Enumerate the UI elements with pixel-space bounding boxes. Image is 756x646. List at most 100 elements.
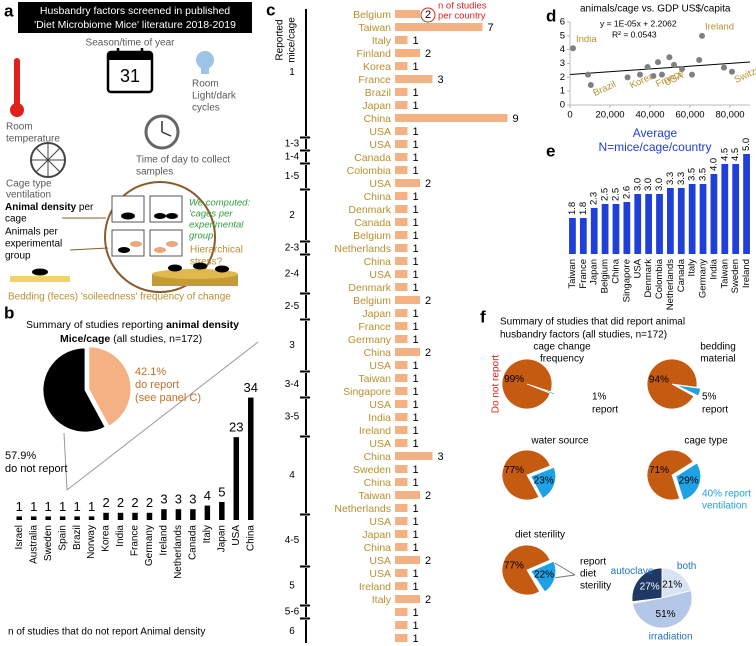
group-label: 5 (289, 581, 295, 592)
bar (395, 257, 408, 265)
bar (88, 516, 95, 520)
value-label: 3 (160, 492, 167, 507)
bar (146, 512, 153, 520)
bar (395, 36, 408, 44)
annotation: n of studies (438, 1, 487, 12)
bar (395, 283, 408, 291)
value-label: 1 (413, 61, 419, 73)
trendline (569, 61, 751, 75)
bar (395, 88, 408, 96)
y-tick-label: Korea (363, 61, 391, 73)
y-tick-label: Denmark (348, 282, 391, 294)
bar (395, 205, 408, 213)
value-label: 1 (413, 100, 419, 112)
value-label: 3.5 (698, 168, 709, 181)
pie-title: cage type (684, 436, 728, 447)
pie-slice (530, 384, 556, 396)
x-tick-label: Italy (687, 259, 698, 277)
value-label: 1 (413, 269, 419, 281)
y-tick-label: 2 (560, 72, 565, 83)
group-label: 2-5 (285, 301, 300, 312)
panel-letter: e (546, 141, 555, 160)
x-tick-label: Australia (28, 525, 39, 564)
bar (395, 452, 433, 460)
value-label: 1 (413, 230, 419, 242)
y-tick-label: Finland (357, 48, 392, 60)
x-axis-label: n of studies that do not report Animal d… (8, 627, 205, 638)
bar (677, 188, 685, 254)
bar (395, 478, 408, 486)
label: Animals per (5, 227, 58, 238)
group-label: 2-4 (285, 269, 300, 280)
y-axis-label: Reported (275, 19, 286, 60)
value-label: 3.0 (654, 178, 665, 191)
panel-letter: a (4, 1, 14, 20)
y-tick-label: Canada (354, 152, 391, 164)
value-label: 3 (189, 492, 196, 507)
value-label: 3 (175, 492, 182, 507)
y-tick-label: USA (369, 568, 391, 580)
x-tick-label: 20,000 (595, 110, 624, 121)
bar (395, 296, 420, 304)
value-label: 29% (679, 476, 699, 487)
value-label: 1 (413, 503, 419, 515)
y-tick-label: Ireland (359, 581, 391, 593)
x-tick-label: Denmark (643, 259, 654, 298)
x-tick-label: 40,000 (635, 110, 664, 121)
group-label: 1-4 (285, 152, 300, 163)
bar (395, 335, 408, 343)
value-label: 3 (438, 74, 444, 86)
pie-slice (501, 544, 551, 596)
value-label: 1 (413, 464, 419, 476)
x-tick-label: China (610, 258, 621, 284)
value-label: 1 (413, 542, 419, 554)
group-label: 2 (289, 210, 295, 221)
label: Light/dark (192, 91, 237, 102)
label: cage (5, 214, 27, 225)
value-label: 3.5 (687, 168, 698, 181)
value-label: 1.8 (567, 202, 578, 215)
value-label: 1 (88, 499, 95, 514)
x-tick-label: Netherlands (665, 259, 676, 310)
bar (395, 556, 420, 564)
bar (623, 202, 631, 254)
bar (395, 621, 408, 629)
annotation: experimental (189, 220, 244, 231)
bar (395, 634, 408, 642)
bar (30, 516, 37, 520)
point (655, 59, 661, 66)
x-tick-label: USA (632, 258, 643, 278)
x-tick-label: Singapore (621, 259, 632, 302)
value-label: 1 (413, 568, 419, 580)
value-label: 1 (413, 360, 419, 372)
zoom-line (66, 341, 259, 491)
y-tick-label: Taiwan (358, 22, 391, 34)
bar (59, 516, 66, 520)
y-tick-label: Sweden (353, 464, 391, 476)
bar (395, 309, 408, 317)
group-label: 3-4 (285, 379, 300, 390)
pie-slice (661, 567, 692, 599)
value-label: 23% (534, 476, 554, 487)
y-tick-label: Belgium (353, 230, 391, 242)
point (689, 71, 695, 78)
bar (590, 208, 598, 254)
value-label: 51% (656, 609, 676, 620)
point (637, 71, 643, 78)
y-tick-label: 0 (560, 100, 565, 111)
calendar-icon (106, 48, 154, 94)
value-label: 1 (413, 607, 419, 619)
bar (395, 530, 408, 538)
bar (699, 184, 707, 254)
bar (204, 505, 211, 520)
value-label: 1 (413, 373, 419, 385)
bar (395, 374, 408, 382)
value-label: 99% (504, 374, 524, 385)
panel-a: Husbandry factors screened in published … (5, 2, 252, 303)
pie-slice (42, 347, 106, 433)
y-tick-label: Denmark (348, 204, 391, 216)
bar (395, 608, 408, 616)
value-label: 2.6 (621, 186, 632, 199)
y-tick-label: Singapore (343, 386, 391, 398)
value-label: 1 (413, 633, 419, 645)
